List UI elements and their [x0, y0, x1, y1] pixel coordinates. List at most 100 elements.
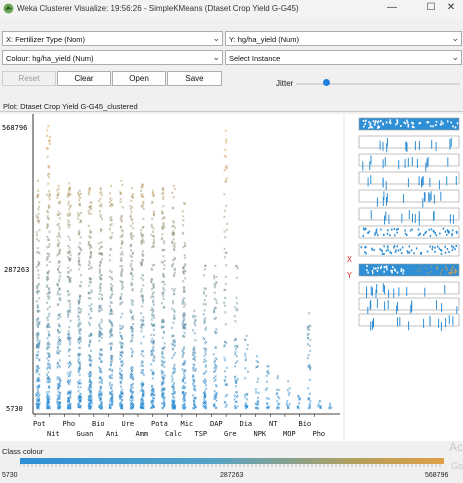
data-point[interactable]: × [171, 231, 174, 237]
data-point[interactable]: × [110, 396, 113, 402]
data-point[interactable]: × [68, 188, 71, 194]
data-point[interactable]: × [129, 339, 132, 345]
data-point[interactable]: × [110, 270, 113, 276]
data-point[interactable]: × [140, 185, 143, 191]
data-point[interactable]: × [37, 406, 40, 412]
data-point[interactable]: × [56, 289, 59, 295]
data-point[interactable]: × [79, 399, 82, 405]
data-point[interactable]: × [47, 252, 50, 258]
data-point[interactable]: × [152, 323, 155, 329]
data-point[interactable]: × [184, 262, 187, 268]
data-point[interactable]: × [192, 373, 195, 379]
data-point[interactable]: × [139, 261, 142, 267]
data-point[interactable]: × [67, 234, 70, 240]
data-point[interactable]: × [78, 399, 81, 405]
data-point[interactable]: × [246, 342, 249, 348]
data-point[interactable]: × [152, 400, 155, 406]
data-point[interactable]: × [99, 282, 102, 288]
data-point[interactable]: × [131, 339, 134, 345]
data-point[interactable]: × [98, 324, 101, 330]
data-point[interactable]: × [163, 396, 166, 402]
data-point[interactable]: × [235, 354, 238, 360]
data-point[interactable]: × [98, 322, 101, 328]
data-point[interactable]: × [87, 398, 90, 404]
data-point[interactable]: × [38, 261, 41, 267]
data-point[interactable]: × [47, 203, 50, 209]
data-point[interactable]: × [78, 194, 81, 200]
data-point[interactable]: × [79, 399, 82, 405]
data-point[interactable]: × [88, 383, 91, 389]
data-point[interactable]: × [46, 347, 49, 353]
data-point[interactable]: × [67, 192, 70, 198]
data-point[interactable]: × [108, 342, 111, 348]
data-point[interactable]: × [38, 321, 41, 327]
data-point[interactable]: × [118, 395, 121, 401]
data-point[interactable]: × [77, 305, 80, 311]
data-point[interactable]: × [213, 396, 216, 402]
data-point[interactable]: × [108, 304, 111, 310]
data-point[interactable]: × [69, 256, 72, 262]
data-point[interactable]: × [244, 338, 247, 344]
data-point[interactable]: × [161, 187, 164, 193]
data-point[interactable]: × [67, 395, 70, 401]
data-point[interactable]: × [45, 390, 48, 396]
data-point[interactable]: × [38, 357, 41, 363]
data-point[interactable]: × [162, 370, 165, 376]
data-point[interactable]: × [89, 358, 92, 364]
data-point[interactable]: × [69, 280, 72, 286]
data-point[interactable]: × [174, 403, 177, 409]
data-point[interactable]: × [141, 233, 144, 239]
data-point[interactable]: × [100, 307, 103, 313]
data-point[interactable]: × [129, 406, 132, 412]
data-point[interactable]: × [161, 392, 164, 398]
data-point[interactable]: × [132, 377, 135, 383]
data-point[interactable]: × [161, 226, 164, 232]
data-point[interactable]: × [151, 404, 154, 410]
data-point[interactable]: × [37, 238, 40, 244]
data-point[interactable]: × [224, 379, 227, 385]
data-point[interactable]: × [67, 315, 70, 321]
data-point[interactable]: × [67, 404, 70, 410]
data-point[interactable]: × [46, 147, 49, 153]
data-point[interactable]: × [182, 386, 185, 392]
data-point[interactable]: × [88, 406, 91, 412]
data-point[interactable]: × [130, 347, 133, 353]
data-point[interactable]: × [171, 404, 174, 410]
data-point[interactable]: × [202, 401, 205, 407]
data-point[interactable]: × [119, 356, 122, 362]
data-point[interactable]: × [37, 384, 40, 390]
data-point[interactable]: × [99, 375, 102, 381]
data-point[interactable]: × [99, 304, 102, 310]
data-point[interactable]: × [235, 301, 238, 307]
data-point[interactable]: × [120, 390, 123, 396]
data-point[interactable]: × [110, 354, 113, 360]
data-point[interactable]: × [77, 389, 80, 395]
data-point[interactable]: × [152, 340, 155, 346]
data-point[interactable]: × [162, 331, 165, 337]
data-point[interactable]: × [78, 346, 81, 352]
data-point[interactable]: × [150, 406, 153, 412]
data-point[interactable]: × [35, 214, 38, 220]
data-point[interactable]: × [130, 262, 133, 268]
data-point[interactable]: × [100, 217, 103, 223]
data-point[interactable]: × [256, 403, 259, 409]
data-point[interactable]: × [181, 377, 184, 383]
data-point[interactable]: × [78, 231, 81, 237]
data-point[interactable]: × [266, 405, 269, 411]
data-point[interactable]: × [152, 390, 155, 396]
data-point[interactable]: × [130, 310, 133, 316]
data-point[interactable]: × [46, 238, 49, 244]
data-point[interactable]: × [58, 382, 61, 388]
data-point[interactable]: × [152, 341, 155, 347]
data-point[interactable]: × [66, 336, 69, 342]
data-point[interactable]: × [67, 266, 70, 272]
data-point[interactable]: × [235, 264, 238, 270]
data-point[interactable]: × [38, 251, 41, 257]
data-point[interactable]: × [66, 212, 69, 218]
data-point[interactable]: × [257, 391, 260, 397]
data-point[interactable]: × [35, 237, 38, 243]
data-point[interactable]: × [141, 401, 144, 407]
data-point[interactable]: × [152, 308, 155, 314]
data-point[interactable]: × [77, 307, 80, 313]
data-point[interactable]: × [88, 261, 91, 267]
